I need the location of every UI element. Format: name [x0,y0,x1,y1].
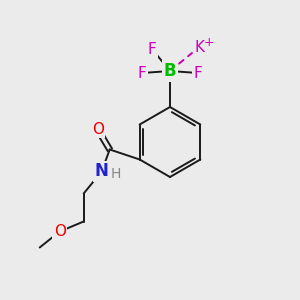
Text: N: N [95,163,109,181]
Text: K: K [195,40,205,55]
Text: H: H [110,167,121,182]
Text: F: F [194,65,202,80]
Text: B: B [164,62,176,80]
Text: O: O [54,224,66,239]
Text: O: O [92,122,104,137]
Text: F: F [148,41,156,56]
Text: F: F [138,65,146,80]
Text: +: + [204,35,214,49]
